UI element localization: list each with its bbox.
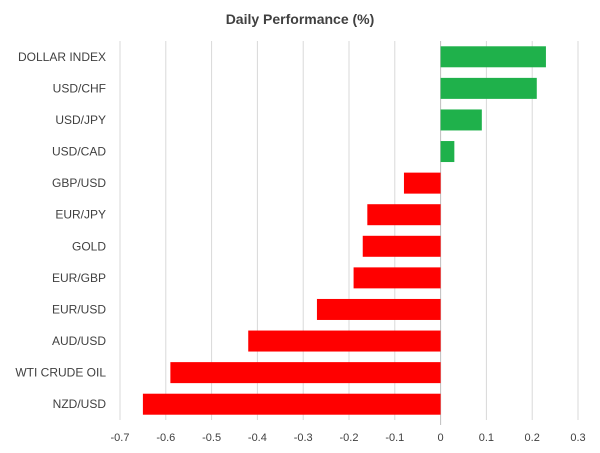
bar [440, 141, 455, 163]
x-tick-label: 0 [438, 432, 444, 444]
category-label: USD/CHF [53, 81, 106, 95]
bar-layer [142, 46, 546, 415]
bar [403, 172, 441, 194]
category-label: WTI CRUDE OIL [15, 366, 106, 380]
category-label: GOLD [72, 239, 106, 253]
bar [248, 330, 441, 352]
bar [142, 393, 441, 415]
bar [440, 46, 546, 68]
category-labels: DOLLAR INDEX USD/CHF USD/JPY USD/CAD GBP/USD… [15, 50, 106, 411]
x-tick-label: 0.3 [570, 432, 585, 444]
x-tick-label: -0.2 [340, 432, 359, 444]
bar [362, 235, 441, 257]
category-label: EUR/USD [52, 302, 106, 316]
x-tick-label: -0.1 [385, 432, 404, 444]
category-label: EUR/GBP [52, 271, 106, 285]
bar [440, 109, 482, 131]
bar [170, 362, 441, 384]
category-label: GBP/USD [52, 176, 106, 190]
category-label: DOLLAR INDEX [18, 50, 106, 64]
x-axis-tick-labels: -0.7 -0.6 -0.5 -0.4 -0.3 -0.2 -0.1 0 0.1 0.2 0.3 [111, 432, 586, 444]
bar [367, 204, 441, 226]
x-tick-label: -0.5 [202, 432, 221, 444]
x-tick-label: 0.1 [479, 432, 494, 444]
x-tick-label: -0.3 [294, 432, 313, 444]
bar [353, 267, 441, 289]
category-label: USD/CAD [52, 145, 106, 159]
grid-layer [119, 41, 579, 425]
x-tick-label: -0.7 [111, 432, 130, 444]
bar [440, 77, 537, 99]
category-label: AUD/USD [52, 334, 106, 348]
category-label: EUR/JPY [55, 208, 106, 222]
chart-title: Daily Performance (%) [226, 11, 375, 27]
bar [316, 298, 441, 320]
x-tick-label: -0.4 [248, 432, 267, 444]
x-tick-label: 0.2 [525, 432, 540, 444]
category-label: USD/JPY [55, 113, 106, 127]
x-tick-label: -0.6 [156, 432, 175, 444]
category-label: NZD/USD [53, 397, 107, 411]
